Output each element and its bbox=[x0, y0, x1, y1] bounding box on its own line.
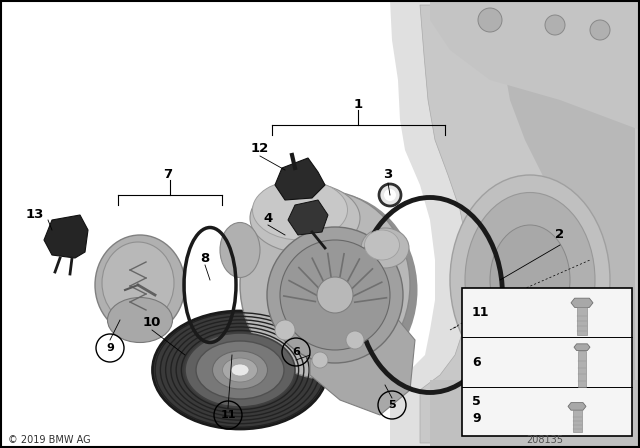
Ellipse shape bbox=[243, 193, 417, 388]
Text: 7: 7 bbox=[163, 168, 173, 181]
Ellipse shape bbox=[450, 175, 610, 385]
Circle shape bbox=[312, 352, 328, 368]
Ellipse shape bbox=[212, 351, 268, 389]
Circle shape bbox=[280, 240, 390, 350]
Text: 208135: 208135 bbox=[527, 435, 563, 445]
Text: 8: 8 bbox=[200, 251, 210, 264]
Ellipse shape bbox=[361, 228, 409, 268]
Circle shape bbox=[478, 8, 502, 32]
Text: 9: 9 bbox=[472, 412, 481, 425]
Ellipse shape bbox=[253, 180, 348, 240]
Text: 12: 12 bbox=[251, 142, 269, 155]
Ellipse shape bbox=[365, 230, 399, 260]
Ellipse shape bbox=[152, 311, 328, 429]
Bar bbox=[578, 350, 586, 387]
Ellipse shape bbox=[108, 297, 173, 343]
Text: 11: 11 bbox=[220, 410, 236, 420]
Bar bbox=[577, 307, 587, 336]
Polygon shape bbox=[44, 215, 88, 258]
Bar bbox=[573, 410, 582, 432]
Circle shape bbox=[346, 331, 364, 349]
Text: 10: 10 bbox=[143, 315, 161, 328]
Text: 5: 5 bbox=[388, 400, 396, 410]
Text: 6: 6 bbox=[472, 356, 481, 369]
Ellipse shape bbox=[379, 184, 401, 206]
Polygon shape bbox=[390, 0, 640, 448]
Ellipse shape bbox=[250, 183, 360, 253]
Circle shape bbox=[545, 15, 565, 35]
Text: 3: 3 bbox=[383, 168, 392, 181]
Polygon shape bbox=[430, 380, 640, 448]
Ellipse shape bbox=[223, 358, 257, 382]
Ellipse shape bbox=[490, 225, 570, 335]
Polygon shape bbox=[571, 298, 593, 307]
Text: 9: 9 bbox=[106, 343, 114, 353]
Ellipse shape bbox=[240, 191, 410, 379]
Polygon shape bbox=[574, 344, 590, 350]
Ellipse shape bbox=[231, 364, 249, 376]
Ellipse shape bbox=[102, 242, 174, 324]
Polygon shape bbox=[420, 5, 640, 443]
Text: 11: 11 bbox=[472, 306, 490, 319]
Polygon shape bbox=[310, 310, 415, 415]
Polygon shape bbox=[568, 403, 586, 410]
Ellipse shape bbox=[220, 223, 260, 277]
Text: 5: 5 bbox=[472, 395, 481, 408]
Polygon shape bbox=[275, 158, 325, 200]
Ellipse shape bbox=[196, 341, 284, 399]
Circle shape bbox=[267, 227, 403, 363]
Polygon shape bbox=[500, 5, 635, 443]
Circle shape bbox=[275, 320, 295, 340]
Text: 13: 13 bbox=[26, 208, 44, 221]
Ellipse shape bbox=[465, 193, 595, 367]
Polygon shape bbox=[430, 0, 640, 130]
Circle shape bbox=[590, 20, 610, 40]
Bar bbox=[462, 288, 632, 436]
Text: 2: 2 bbox=[556, 228, 564, 241]
Ellipse shape bbox=[185, 333, 295, 407]
Text: 4: 4 bbox=[264, 211, 273, 224]
Ellipse shape bbox=[384, 189, 396, 201]
Text: 6: 6 bbox=[292, 347, 300, 357]
Circle shape bbox=[317, 277, 353, 313]
Text: 1: 1 bbox=[353, 99, 363, 112]
Polygon shape bbox=[288, 200, 328, 235]
Ellipse shape bbox=[95, 235, 185, 335]
Text: © 2019 BMW AG: © 2019 BMW AG bbox=[8, 435, 91, 445]
